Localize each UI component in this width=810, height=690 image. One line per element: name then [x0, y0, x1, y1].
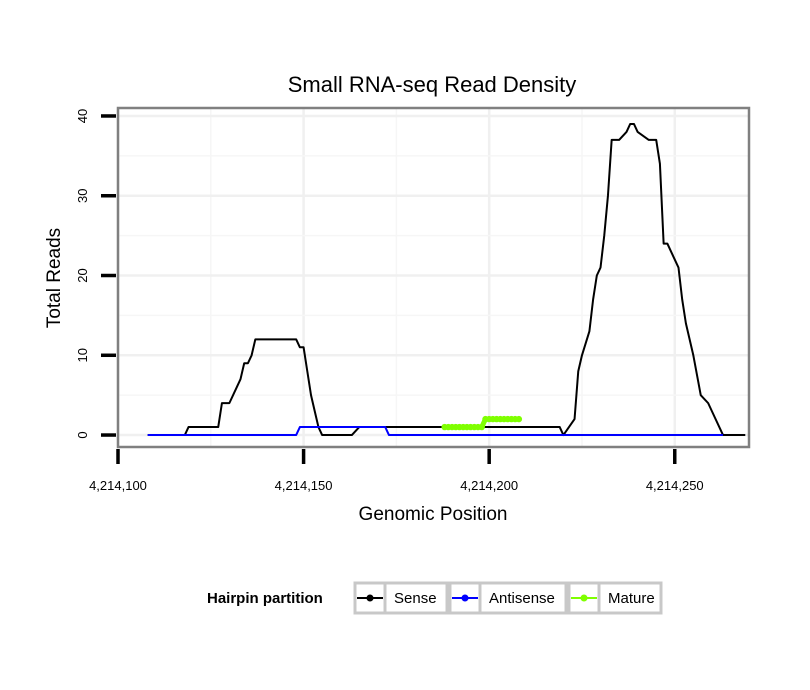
y-tick-label: 20 [75, 268, 90, 282]
y-tick-label: 30 [75, 189, 90, 203]
legend-item-frame [448, 581, 568, 615]
x-tick-label: 4,214,200 [460, 478, 518, 493]
chart-title: Small RNA-seq Read Density [288, 72, 577, 97]
plot-panel-border [116, 106, 751, 449]
y-tick-label: 0 [75, 431, 90, 438]
legend-item-antisense: Antisense [448, 581, 568, 615]
legend-item-mature: Mature [567, 581, 663, 615]
series-layer [147, 122, 746, 437]
legend-item-sense: Sense [353, 581, 449, 615]
legend-title: Hairpin partition [207, 590, 323, 607]
grid-lines [116, 108, 749, 447]
legend-label: Mature [608, 590, 655, 607]
axes: 4,214,100 4,214,150 4,214,200 4,214,250 0 10 2… [75, 109, 704, 493]
x-tick-label: 4,214,150 [275, 478, 333, 493]
legend-item-frame [567, 581, 663, 615]
legend-label: Sense [394, 590, 437, 607]
x-tick-label: 4,214,100 [89, 478, 147, 493]
legend-key-dot [366, 594, 374, 602]
legend: Hairpin partition Sense Antisense Mature [207, 581, 663, 615]
mature-point [515, 415, 523, 423]
y-tick-label: 40 [75, 109, 90, 123]
y-tick-label: 10 [75, 348, 90, 362]
antisense-series-line [147, 426, 724, 437]
legend-key-dot [461, 594, 469, 602]
y-axis-title: Total Reads [44, 228, 65, 328]
legend-items: Sense Antisense Mature [353, 581, 663, 615]
x-tick-label: 4,214,250 [646, 478, 704, 493]
legend-label: Antisense [489, 590, 555, 607]
legend-item-frame [353, 581, 449, 615]
sense-series-line [147, 122, 746, 437]
x-axis-title: Genomic Position [359, 504, 508, 525]
mature-point [478, 423, 485, 431]
legend-key-dot [580, 594, 588, 602]
